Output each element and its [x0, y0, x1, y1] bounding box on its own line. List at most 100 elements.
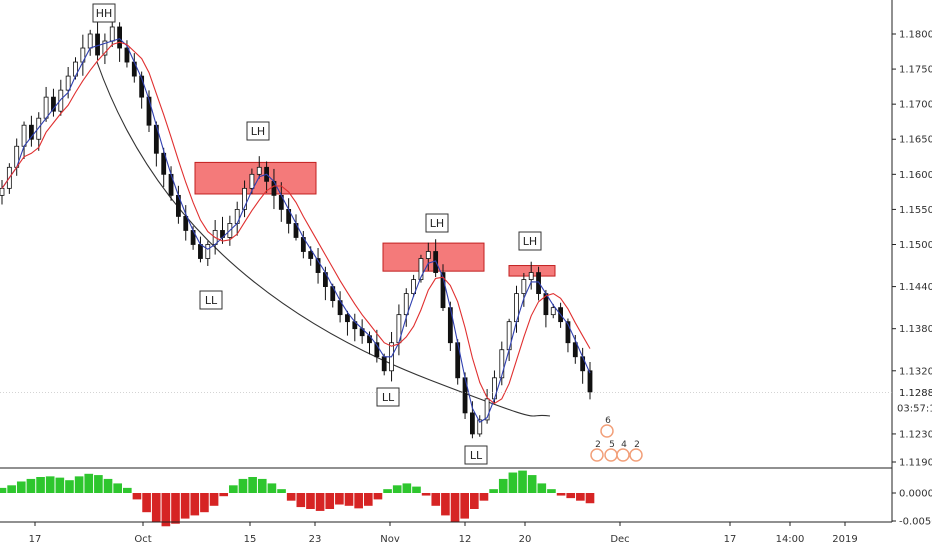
osc-tick-label: -0.0050 [899, 517, 932, 528]
price-tick-label: 1.13800 [899, 324, 932, 335]
price-tick-label: 1.11900 [899, 458, 932, 469]
oscillator-bar [363, 493, 373, 506]
oscillator-bar [219, 493, 229, 497]
candle-body [536, 272, 541, 295]
candle-body [43, 96, 49, 119]
oscillator-bar [306, 493, 315, 509]
oscillator-bar [585, 493, 595, 504]
oscillator-bar [229, 485, 238, 493]
oscillator-bar [103, 478, 113, 493]
oscillator-bar [489, 489, 498, 493]
swing-label-box [464, 445, 488, 465]
candle-body [425, 251, 431, 259]
oscillator-bar [325, 493, 335, 509]
candle-body [521, 279, 527, 295]
oscillator-bar [84, 473, 94, 493]
oscillator-bar [431, 493, 441, 506]
oscillator-bar [527, 475, 537, 493]
oscillator-bar [412, 486, 421, 493]
oscillator-bar [518, 470, 527, 493]
oscillator-bar [267, 483, 277, 493]
candle-body [109, 26, 115, 42]
candle-body [469, 412, 475, 435]
oscillator-bar [479, 493, 489, 501]
time-tick-label: Dec [610, 534, 629, 545]
oscillator-bar [392, 485, 402, 493]
event-count-label: 6 [605, 416, 611, 426]
time-tick-label: 20 [519, 534, 532, 545]
osc-tick-label: 0.0000 [899, 489, 932, 500]
candle-body [58, 89, 64, 112]
event-count-label: 4 [621, 440, 627, 450]
candle-body [65, 75, 71, 91]
candle-body [205, 244, 211, 259]
event-count-label: 5 [609, 440, 615, 450]
last-price-label: 1.12888 [899, 388, 932, 399]
swing-label-box [376, 387, 400, 407]
oscillator-bar [190, 493, 200, 516]
candle-body [117, 26, 122, 49]
candle-body [21, 124, 27, 147]
swing-label-box [92, 3, 116, 23]
oscillator-bar [36, 477, 45, 493]
resistance-zone [194, 161, 317, 195]
swing-label-box [199, 290, 223, 310]
time-tick-label: Oct [134, 534, 151, 545]
oscillator-bar [7, 485, 16, 493]
event-flag-icon [590, 448, 604, 462]
oscillator-bar [344, 493, 354, 506]
time-tick-label: 17 [724, 534, 737, 545]
candle-body [256, 166, 262, 175]
time-tick-label: 12 [459, 534, 472, 545]
time-tick-label: 15 [244, 534, 257, 545]
event-count-label: 2 [634, 440, 640, 450]
candle-body [403, 293, 409, 316]
candle-body [124, 47, 130, 63]
event-flag-icon [600, 424, 614, 438]
event-flag-icon [616, 448, 630, 462]
candle-body [374, 342, 380, 358]
oscillator-bar [65, 480, 74, 493]
oscillator-bar [171, 493, 180, 524]
swing-label: LH [523, 235, 537, 248]
swing-label: LH [430, 217, 444, 230]
time-tick-label: 23 [309, 534, 322, 545]
oscillator-bar [402, 483, 412, 493]
price-tick-label: 1.12300 [899, 429, 932, 440]
candle-body [51, 96, 56, 112]
trend-arc [96, 61, 551, 417]
candle-body [550, 307, 556, 316]
time-tick-label: 17 [29, 534, 42, 545]
oscillator-bar [248, 477, 257, 493]
candle-body [183, 216, 189, 231]
candle-body [411, 279, 417, 295]
candle-body [36, 117, 42, 140]
candle-body [484, 398, 490, 421]
oscillator-bar [576, 493, 585, 501]
candle-body [161, 152, 167, 175]
candle-body [477, 419, 483, 435]
candle-body [242, 187, 247, 210]
candle-body [102, 40, 108, 56]
oscillator-bar [547, 489, 556, 493]
swing-label-box [425, 213, 449, 233]
swing-label-box [518, 231, 542, 251]
candle-body [139, 75, 145, 98]
price-tick-label: 1.15500 [899, 205, 932, 216]
candle-body [315, 258, 321, 273]
price-tick-label: 1.15000 [899, 240, 932, 251]
oscillator-bar [508, 472, 518, 493]
candle-body [249, 173, 255, 189]
price-tick-label: 1.17500 [899, 65, 932, 76]
oscillator-bar [277, 489, 286, 493]
oscillator-bar [373, 493, 383, 500]
oscillator-bar [566, 493, 576, 499]
price-tick-label: 1.16000 [899, 170, 932, 181]
bar-countdown-label: 03:57:10 [897, 404, 932, 415]
oscillator-bar [537, 483, 547, 493]
oscillator-bar [383, 489, 392, 493]
swing-label: HH [96, 7, 113, 20]
oscillator-bar [498, 478, 508, 493]
oscillator-bar [26, 478, 36, 493]
